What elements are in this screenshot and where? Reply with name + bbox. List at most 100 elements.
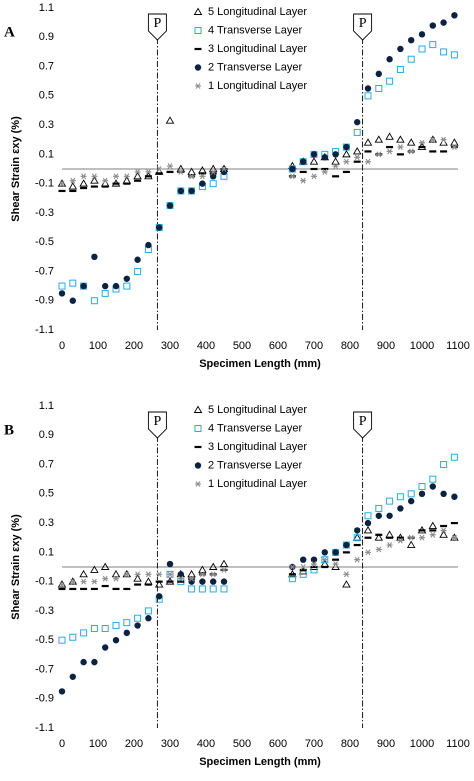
point (134, 614, 142, 622)
point (156, 571, 163, 578)
point (166, 202, 174, 209)
point (133, 171, 142, 180)
series (57, 521, 459, 588)
point (111, 569, 121, 578)
point (429, 475, 437, 483)
y-tick-label: -1.1 (35, 324, 54, 336)
x-tick-label: 800 (341, 340, 359, 352)
point (123, 275, 130, 282)
point (375, 533, 383, 536)
point (123, 571, 130, 578)
point (300, 158, 307, 165)
point (101, 624, 109, 632)
series (57, 116, 459, 190)
point (429, 41, 437, 49)
point (311, 173, 317, 180)
point (80, 578, 87, 585)
y-tick-label: -0.7 (35, 265, 54, 277)
legend-marker (194, 27, 202, 34)
panel: A 1.1 0.9 0.7 0.5 0.3 0.1 -0.1 -0.3 -0.5 -0.7 -0.9 -… (4, 2, 470, 370)
point (321, 167, 329, 171)
point (364, 85, 372, 92)
point (80, 282, 87, 290)
point (408, 37, 415, 44)
point (58, 282, 66, 290)
x-tick-label: 0 (59, 738, 65, 750)
point (199, 173, 206, 180)
point (134, 168, 141, 175)
point (123, 587, 131, 591)
point (221, 166, 227, 172)
point (123, 629, 130, 637)
point (332, 561, 339, 568)
y-tick-label: 0.1 (39, 148, 54, 160)
legend-marker (194, 445, 202, 449)
series (59, 136, 458, 187)
y-tick-label: 0.7 (39, 60, 54, 72)
point (144, 577, 153, 585)
x-tick-label: 600 (269, 738, 287, 750)
y-tick-label: -0.1 (35, 576, 54, 588)
point (177, 187, 184, 195)
x-tick-label: 500 (233, 738, 251, 750)
point (100, 562, 110, 570)
point (429, 136, 436, 143)
point (156, 224, 163, 231)
point (332, 549, 339, 556)
y-tick-label: 0.7 (39, 458, 54, 470)
point (300, 556, 307, 563)
point (144, 607, 152, 615)
point (342, 170, 350, 174)
point (343, 541, 350, 549)
point (419, 139, 425, 146)
x-tick-label: 0 (59, 340, 65, 352)
series (59, 527, 458, 588)
point (177, 575, 184, 582)
point (342, 580, 351, 588)
y-tick-label: 0.5 (39, 488, 54, 500)
point (69, 673, 77, 680)
point (396, 153, 404, 156)
point (332, 175, 340, 178)
legend-label: 3 Longitudinal Layer (208, 441, 307, 453)
point (80, 186, 88, 190)
point (221, 566, 227, 573)
point (123, 282, 131, 290)
point (80, 629, 88, 637)
x-tick-label: 400 (197, 738, 215, 750)
point (144, 175, 152, 178)
point (112, 182, 120, 185)
point (208, 562, 218, 570)
point (396, 493, 404, 501)
point (397, 505, 404, 512)
point (79, 569, 88, 578)
point (90, 624, 98, 632)
point (311, 561, 317, 568)
point (451, 144, 458, 150)
load-marker (353, 13, 373, 41)
point (440, 136, 447, 143)
point (375, 546, 382, 553)
point (145, 241, 152, 249)
y-tick-label: -0.7 (35, 663, 54, 675)
point (91, 253, 98, 261)
point (188, 575, 195, 582)
point (363, 138, 373, 146)
point (112, 636, 120, 644)
y-tick-label: -0.9 (35, 295, 54, 307)
y-axis-title: Shear Strain εxy (%) (10, 116, 22, 222)
point (374, 135, 384, 143)
x-tick-label: 100 (89, 340, 107, 352)
point (69, 587, 77, 591)
point (167, 571, 173, 578)
point (418, 145, 426, 149)
point (364, 536, 372, 539)
point (220, 578, 228, 585)
point (450, 138, 459, 146)
point (102, 282, 109, 290)
legend-label: 4 Transverse Layer (208, 422, 302, 434)
x-tick-label: 700 (305, 340, 323, 352)
y-tick-label: -0.5 (35, 236, 54, 248)
x-tick-label: 100 (89, 738, 107, 750)
